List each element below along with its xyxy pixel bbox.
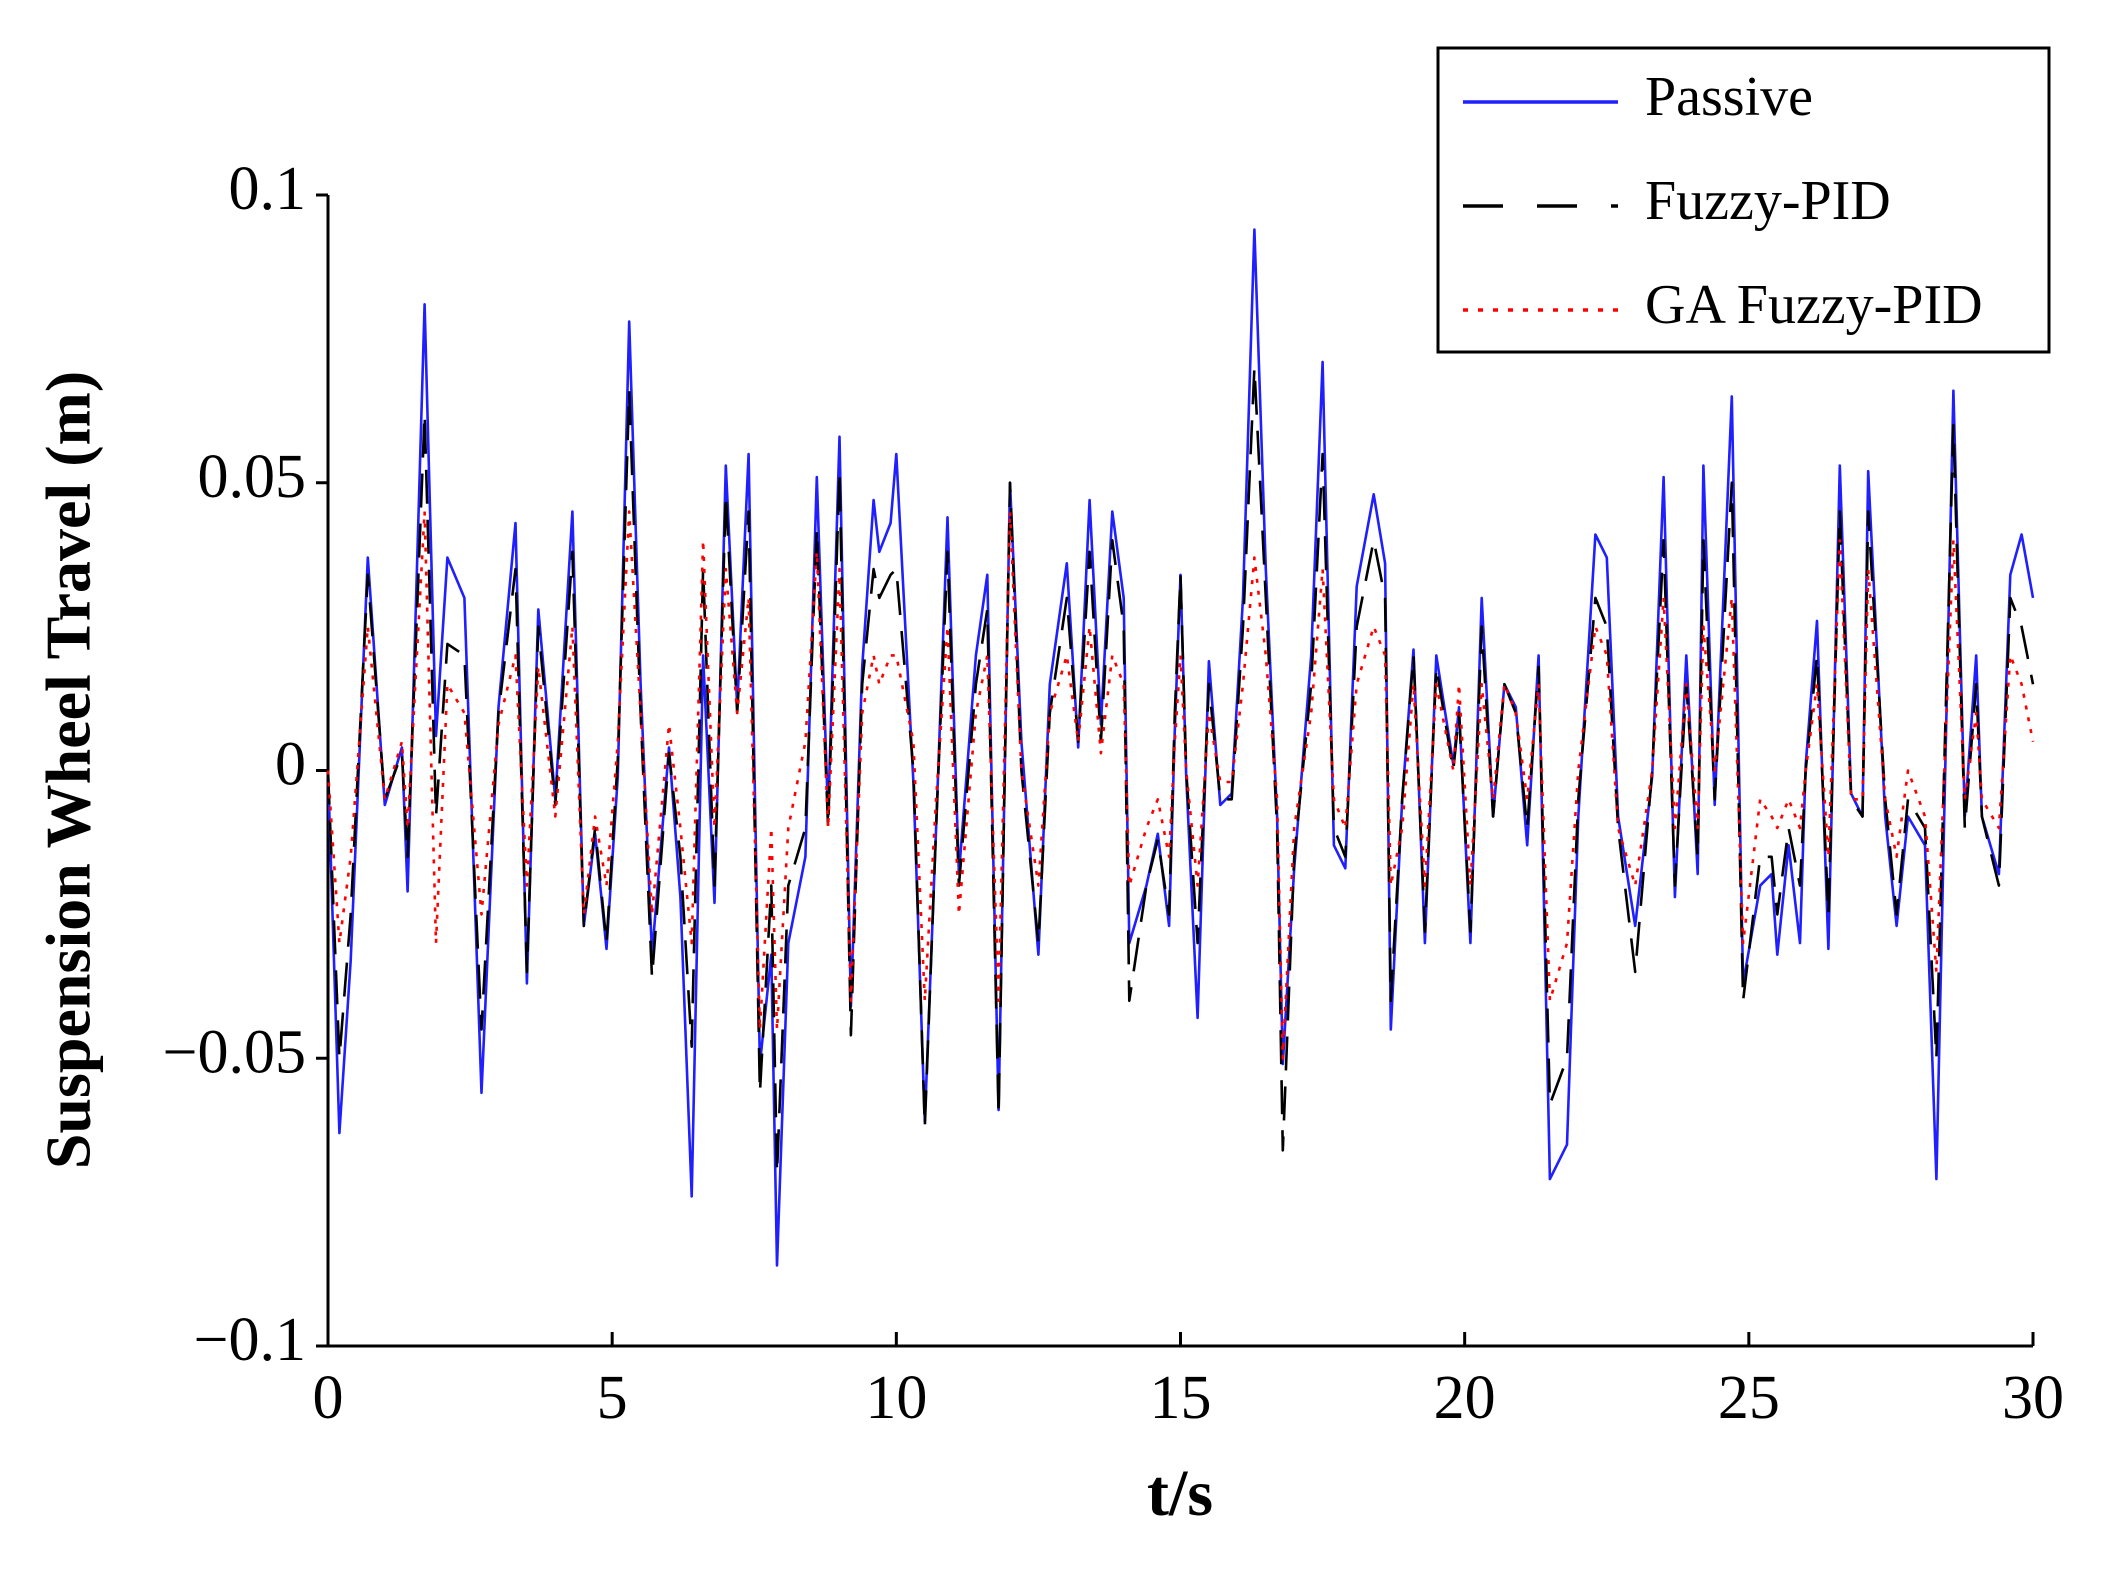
x-tick-label: 15 [1150, 1364, 1212, 1432]
x-tick-label: 0 [313, 1364, 344, 1432]
y-tick-label: 0 [275, 731, 306, 799]
x-tick-label: 5 [597, 1364, 628, 1432]
x-axis-label: t/s [1147, 1457, 1213, 1530]
y-tick-label: 0.05 [198, 443, 307, 511]
y-tick-label: 0.1 [229, 155, 307, 223]
legend-label: Fuzzy-PID [1645, 170, 1891, 232]
x-tick-label: 10 [865, 1364, 927, 1432]
series-line [326, 366, 2035, 1175]
legend-label: GA Fuzzy-PID [1645, 274, 1983, 336]
y-tick-label: −0.1 [194, 1306, 306, 1374]
x-tick-label: 25 [1718, 1364, 1780, 1432]
x-tick-label: 20 [1434, 1364, 1496, 1432]
x-tick-label: 30 [2002, 1364, 2064, 1432]
series-line [326, 510, 2035, 1060]
legend-label: Passive [1645, 66, 1813, 128]
series-line [326, 228, 2035, 1267]
legend-box [1436, 46, 2051, 354]
y-axis-label: Suspension Wheel Travel (m) [33, 371, 104, 1169]
y-tick-label: −0.05 [163, 1018, 306, 1086]
